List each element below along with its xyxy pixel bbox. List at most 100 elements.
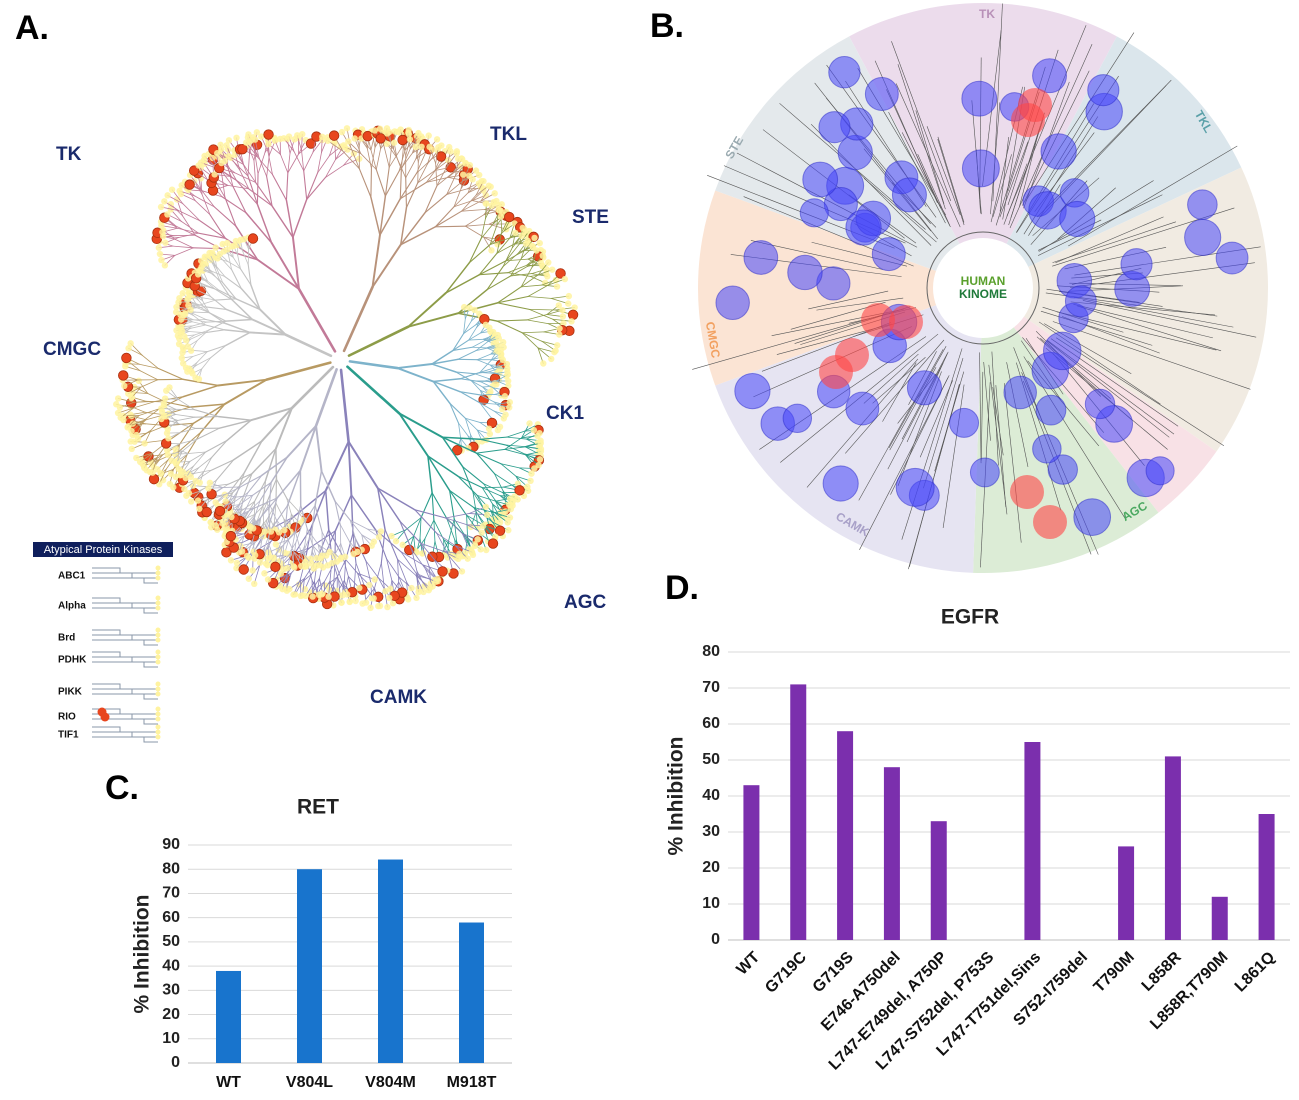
- tree-branch: [243, 440, 263, 473]
- tree-branch: [248, 188, 273, 207]
- tree-branch: [303, 151, 314, 172]
- tree-branch: [377, 487, 386, 531]
- tree-branch: [992, 154, 1012, 217]
- tree-branch: [427, 455, 459, 477]
- tree-tip: [512, 229, 519, 237]
- tree-branch: [999, 137, 1009, 212]
- tree-branch: [301, 504, 316, 527]
- tree-tip: [356, 584, 363, 592]
- tree-tip: [488, 247, 495, 254]
- tree-branch: [435, 163, 438, 187]
- tree-branch: [397, 558, 407, 583]
- tree-branch: [193, 451, 207, 467]
- tree-branch: [420, 492, 433, 519]
- tree-branch: [284, 533, 295, 553]
- tree-tip: [172, 445, 179, 453]
- tree-tip: [285, 133, 293, 140]
- tree-branch: [268, 481, 272, 505]
- tree-tip: [571, 304, 578, 311]
- tree-branch: [227, 253, 233, 271]
- tree-tip: [200, 260, 207, 268]
- tree-branch: [314, 504, 323, 533]
- tree-branch: [274, 407, 293, 450]
- tree-branch: [240, 496, 244, 516]
- tree-tip: [155, 659, 161, 665]
- blue-bubble: [961, 149, 1000, 188]
- tree-branch: [496, 320, 523, 334]
- hit-dot: [118, 370, 129, 381]
- tree-branch: [143, 408, 160, 422]
- tree-branch: [991, 351, 999, 466]
- tree-branch: [1082, 300, 1257, 338]
- y-tick-label: 20: [702, 859, 720, 876]
- tree-branch: [413, 517, 422, 537]
- blue-bubble: [1003, 375, 1037, 410]
- tree-branch: [479, 438, 507, 446]
- tree-branch: [210, 296, 227, 310]
- tree-tip: [397, 126, 404, 133]
- tree-branch: [178, 423, 197, 429]
- tree-tip: [218, 145, 225, 153]
- tree-branch: [316, 529, 330, 559]
- tree-branch: [1038, 180, 1154, 252]
- tree-branch: [496, 319, 528, 322]
- tree-branch: [211, 439, 228, 458]
- tree-branch: [231, 299, 254, 321]
- tree-tip: [181, 332, 188, 340]
- hit-dot: [504, 211, 515, 223]
- tree-tip: [125, 390, 132, 397]
- tree-branch: [386, 558, 393, 581]
- tree-tip: [497, 350, 504, 357]
- tree-tip: [270, 554, 277, 561]
- tree-branch: [521, 331, 545, 334]
- hit-dot: [567, 309, 579, 320]
- tree-tip: [293, 132, 301, 139]
- tree-tip: [554, 342, 561, 349]
- tree-branch: [478, 252, 498, 276]
- tree-branch: [480, 223, 494, 239]
- tree-tip: [537, 259, 545, 267]
- tree-tip: [116, 404, 124, 411]
- tree-tip: [248, 136, 256, 144]
- tree-tip: [223, 142, 230, 149]
- tree-branch: [227, 184, 250, 190]
- tree-tip: [172, 308, 180, 316]
- tree-branch: [379, 195, 387, 236]
- tree-branch: [192, 321, 208, 327]
- tree-branch: [274, 502, 277, 523]
- tree-branch: [449, 489, 455, 520]
- tree-tip: [290, 591, 297, 598]
- bracket: [92, 607, 158, 614]
- tree-tip: [249, 567, 256, 574]
- tree-tip: [155, 716, 161, 722]
- tree-branch: [527, 284, 549, 297]
- tree-branch: [504, 448, 526, 456]
- tree-branch: [196, 304, 210, 314]
- bracket: [92, 639, 158, 646]
- tree-branch: [845, 339, 945, 454]
- tree-branch: [177, 416, 196, 421]
- tree-tip: [121, 382, 128, 390]
- tree-branch: [407, 292, 447, 328]
- tree-branch: [297, 287, 337, 353]
- bar: [837, 731, 854, 940]
- tree-tip: [164, 211, 171, 218]
- tree-branch: [399, 520, 422, 544]
- bar: [930, 821, 947, 940]
- tree-branch: [458, 422, 462, 439]
- tree-branch: [441, 436, 464, 468]
- tree-tip: [166, 480, 174, 488]
- tree-branch: [417, 163, 428, 184]
- tree-tip: [155, 654, 161, 660]
- tree-tip: [309, 593, 316, 600]
- tree-branch: [224, 486, 241, 495]
- tree-branch: [478, 272, 509, 276]
- tree-branch: [236, 180, 258, 205]
- tree-tip: [544, 273, 551, 280]
- tree-tip: [114, 395, 122, 402]
- tree-branch: [398, 412, 444, 439]
- blue-bubble: [1120, 248, 1153, 281]
- tree-tip: [155, 681, 161, 687]
- tree-branch: [370, 196, 381, 236]
- center-ring: [926, 231, 1040, 345]
